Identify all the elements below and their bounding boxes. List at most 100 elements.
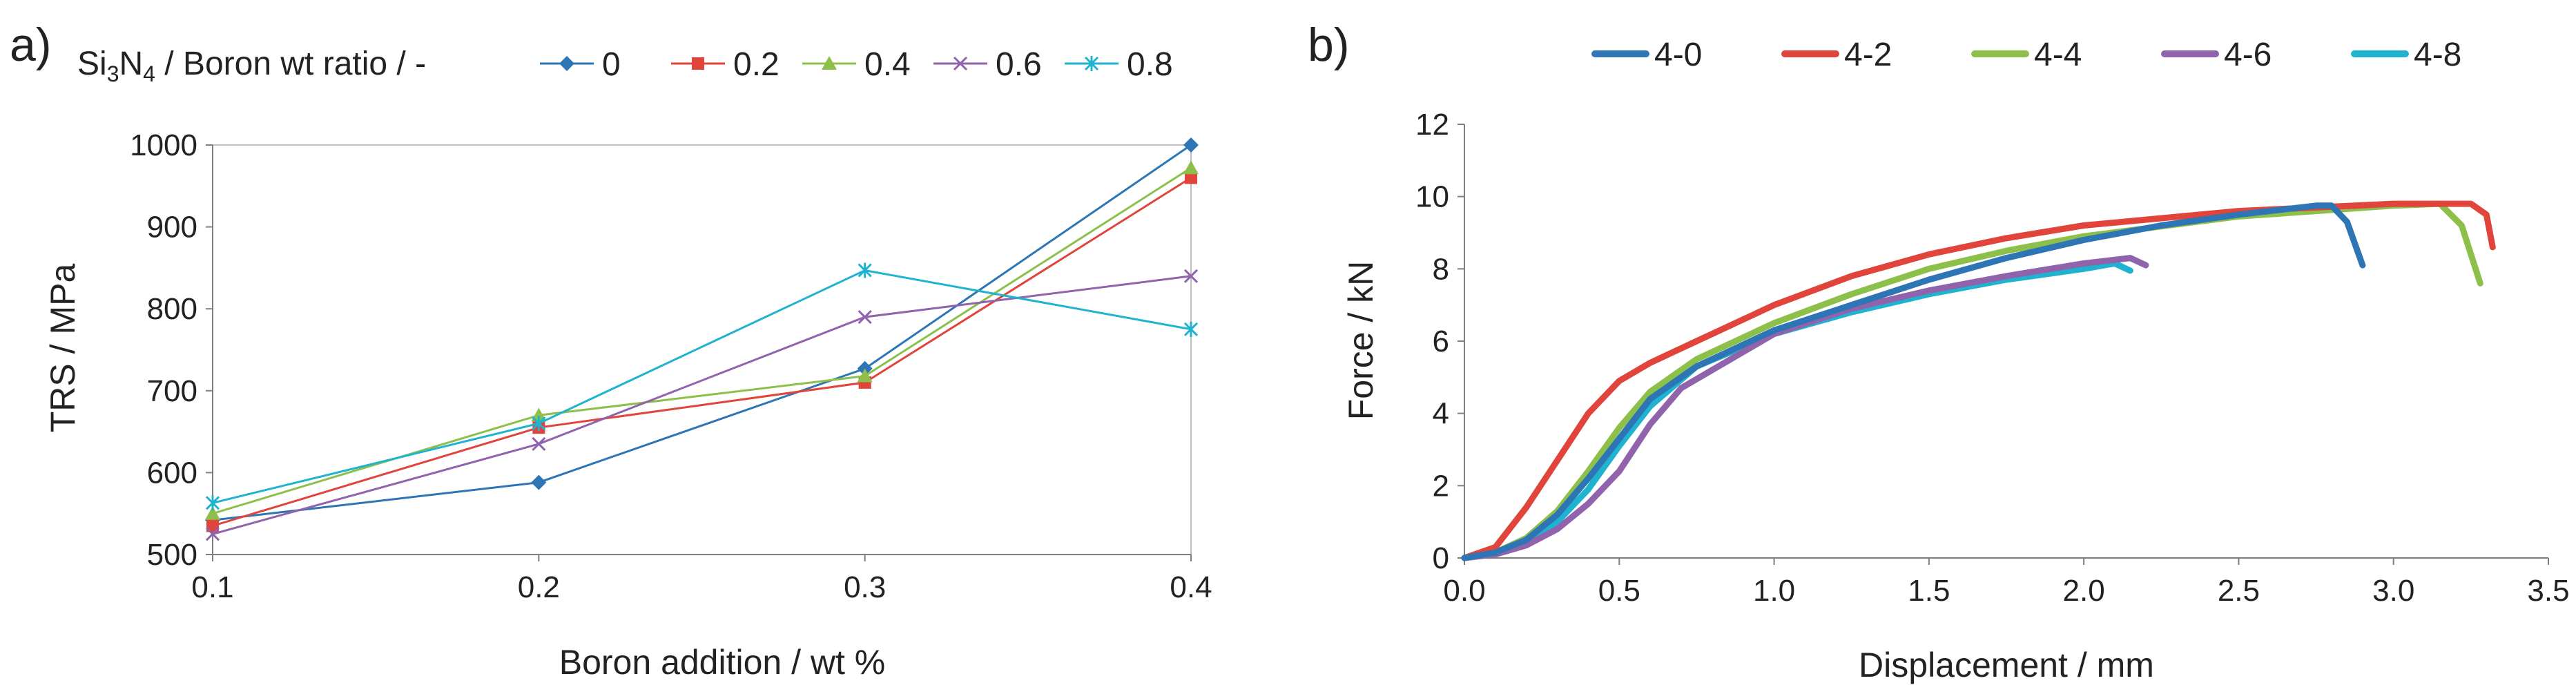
legend-a-title-si: Si [77,46,107,82]
series-a-point-0-8 [1183,321,1199,337]
legend-b-entry-4-0: 4-0 [1591,37,1702,73]
series-a-line-0-6 [212,275,1192,535]
legend-a-title: Si3N4 / Boron wt ratio / - [77,46,426,86]
panel-a-series [205,137,1199,541]
legend-a-marker-0-8 [1084,56,1099,71]
legend-a-marker-0-4 [822,56,837,70]
panel-a-y-tick-label: 700 [147,374,197,408]
series-a-point-0-6 [205,527,220,541]
series-a-line-0-8 [212,269,1192,504]
legend-b-entry-4-2: 4-2 [1781,37,1892,73]
series-a-point-0-8 [532,416,546,432]
legend-a-entry-0-6: 0.6 [933,46,1042,83]
panel-a-y-tick-label: 500 [147,538,197,572]
series-a-line-0-2 [212,177,1192,527]
series-a-point-0-2 [1185,171,1197,184]
series-a-point-0-8 [858,262,872,278]
series-a-line-0 [212,144,1192,521]
series-b-line-4-6 [1461,255,2149,561]
panel-b-x-tick-label: 1.5 [1908,574,1950,608]
panel-b-y-tick-label: 2 [1433,469,1449,503]
panel-a-x-tick-label: 0.3 [844,570,886,604]
panel-a-x-tick-label: 0.4 [1170,570,1212,604]
panel-a-tick-labels: 500 600 700 800 900 1000 0.1 0.2 0.3 0.4 [130,128,1212,604]
panel-b-y-axis-title: Force / kN [1342,261,1380,421]
legend-a-entry-0-4: 0.4 [802,46,911,83]
series-a-0-2 [206,171,1197,532]
series-a-point-0-4 [531,407,547,422]
series-a-point-0-4 [205,505,220,520]
legend-a: Si3N4 / Boron wt ratio / - 0 0.2 0.4 0.6 0.8 [77,46,1173,86]
legend-a-label-0-8: 0.8 [1127,46,1173,83]
panel-b-y-tick-label: 0 [1433,541,1449,575]
panel-b-axes [1458,124,2549,565]
legend-b-label-4-4: 4-4 [2034,37,2082,73]
legend-b: 4-0 4-2 4-4 4-6 4-8 [1591,37,2461,73]
series-a-point-0 [1183,137,1199,153]
legend-b-label-4-2: 4-2 [1844,37,1892,73]
series-a-point-0-6 [532,436,546,451]
panel-b-y-tick-label: 12 [1415,108,1449,142]
legend-a-entries: 0 0.2 0.4 0.6 0.8 [540,46,1173,83]
panel-b-y-tick-label: 6 [1433,325,1449,358]
panel-a-y-tick-label: 900 [147,211,197,244]
panel-b-label: b) [1308,19,1349,71]
series-a-0-4 [205,160,1199,520]
series-a-point-0-4 [1183,160,1199,175]
panel-a-axes [206,144,1192,561]
legend-a-label-0-6: 0.6 [996,46,1042,83]
legend-b-entry-4-6: 4-6 [2161,37,2272,73]
panel-b-x-tick-label: 0.0 [1443,574,1485,608]
panel-b-x-tick-label: 1.0 [1753,574,1795,608]
panel-a-x-axis-title: Boron addition / wt % [559,643,886,682]
panel-b-x-tick-label: 0.5 [1598,574,1640,608]
legend-a-label-0-4: 0.4 [864,46,911,83]
legend-b-entry-4-8: 4-8 [2351,37,2461,73]
legend-a-title-rest: / Boron wt ratio / - [155,46,426,82]
series-a-point-0-4 [857,368,873,383]
legend-b-label-4-0: 4-0 [1654,37,1702,73]
panel-b-x-tick-label: 3.0 [2372,574,2414,608]
legend-a-title-sub-3: 3 [107,61,119,86]
legend-a-marker-0-6 [953,56,968,71]
panel-a-label: a) [10,19,51,71]
panel-b-y-tick-label: 10 [1415,180,1449,214]
legend-b-label-4-6: 4-6 [2224,37,2272,73]
series-b-line-4-2 [1461,200,2496,561]
legend-a-entry-0-8: 0.8 [1065,46,1173,83]
series-b-line-4-0 [1461,202,2366,561]
legend-b-label-4-8: 4-8 [2414,37,2461,73]
series-a-0-6 [205,269,1199,541]
legend-a-entry-0: 0 [540,46,621,83]
series-a-point-0-8 [205,495,220,511]
legend-a-label-0-2: 0.2 [733,46,779,83]
panel-a-x-tick-label: 0.1 [191,570,233,604]
panel-a-y-tick-label: 800 [147,292,197,326]
panel-b-x-axis-title: Displacement / mm [1859,646,2154,684]
legend-a-label-0: 0 [602,46,621,83]
legend-a-marker-0-2 [692,57,704,70]
panel-a-y-tick-label: 1000 [130,128,197,162]
series-a-point-0-6 [1183,269,1199,283]
panel-a-y-tick-label: 600 [147,456,197,490]
panel-a: a) Si3N4 / Boron wt ratio / - 0 0.2 0.4 0.6… [10,19,1212,682]
panel-a-y-axis-title: TRS / MPa [43,264,82,433]
series-b-line-4-8 [1461,260,2133,561]
panel-b-y-tick-label: 4 [1433,397,1449,431]
legend-b-entry-4-4: 4-4 [1971,37,2082,73]
series-a-point-0 [531,474,547,490]
panel-b-y-tick-label: 8 [1433,252,1449,286]
series-a-point-0-6 [858,309,872,325]
panel-a-x-tick-label: 0.2 [518,570,560,604]
panel-b: b) 4-0 4-2 4-4 4-6 4-8 0 2 4 6 8 10 12 0.0 0.5 1.0 1.5… [1308,19,2570,684]
legend-a-title-sub-4: 4 [143,61,155,86]
panel-b-x-tick-label: 2.5 [2218,574,2260,608]
panel-b-series [1461,200,2496,561]
panel-b-tick-labels: 0 2 4 6 8 10 12 0.0 0.5 1.0 1.5 2.0 2.5 3.0 3.5 [1415,108,2570,608]
legend-a-marker-0 [559,56,574,71]
panel-b-x-tick-label: 3.5 [2527,574,2569,608]
legend-a-title-n: N [119,46,143,82]
series-a-point-0-2 [206,519,219,532]
